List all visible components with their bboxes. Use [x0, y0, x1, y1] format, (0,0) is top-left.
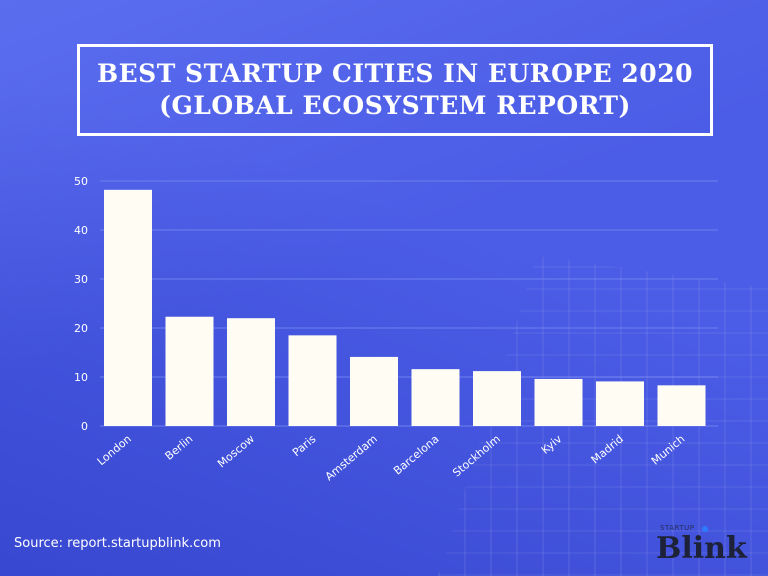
title-box: BEST STARTUP CITIES IN EUROPE 2020 (GLOB… [77, 44, 713, 136]
x-tick-label-paris: Paris [290, 432, 319, 459]
source-note: Source: report.startupblink.com [14, 536, 221, 551]
chart-title-line-1: BEST STARTUP CITIES IN EUROPE 2020 [97, 59, 693, 88]
x-tick-label-kyiv: Kyiv [539, 432, 565, 457]
y-tick-label-40: 40 [74, 224, 88, 237]
bar-berlin [165, 316, 214, 426]
bar-moscow [227, 318, 275, 426]
bar-munich [657, 385, 706, 426]
bar-amsterdam [350, 356, 398, 426]
bar-paris [288, 335, 337, 426]
y-tick-label-50: 50 [74, 175, 88, 188]
y-tick-label-0: 0 [81, 420, 88, 433]
bar-madrid [596, 381, 644, 426]
x-tick-label-london: London [95, 432, 134, 468]
y-tick-label-30: 30 [74, 273, 88, 286]
y-tick-label-20: 20 [74, 322, 88, 335]
x-tick-label-berlin: Berlin [163, 432, 196, 462]
bar-london [104, 189, 152, 426]
x-tick-label-munich: Munich [649, 432, 688, 467]
bar-kyiv [534, 378, 583, 426]
startupblink-logo: STARTUP Blink [650, 522, 758, 568]
x-tick-label-madrid: Madrid [589, 432, 626, 466]
logo-main-text: Blink [656, 531, 747, 566]
x-tick-label-barcelona: Barcelona [391, 432, 441, 477]
logo-dot-icon [702, 526, 708, 532]
x-tick-label-stockholm: Stockholm [450, 432, 503, 479]
y-tick-label-10: 10 [74, 371, 88, 384]
bar-stockholm [473, 371, 521, 426]
logo-small-text: STARTUP [660, 524, 695, 532]
chart-title-line-2: (GLOBAL ECOSYSTEM REPORT) [159, 91, 631, 120]
bar-barcelona [411, 369, 460, 426]
x-tick-label-amsterdam: Amsterdam [323, 432, 380, 483]
x-tick-label-moscow: Moscow [215, 432, 257, 470]
